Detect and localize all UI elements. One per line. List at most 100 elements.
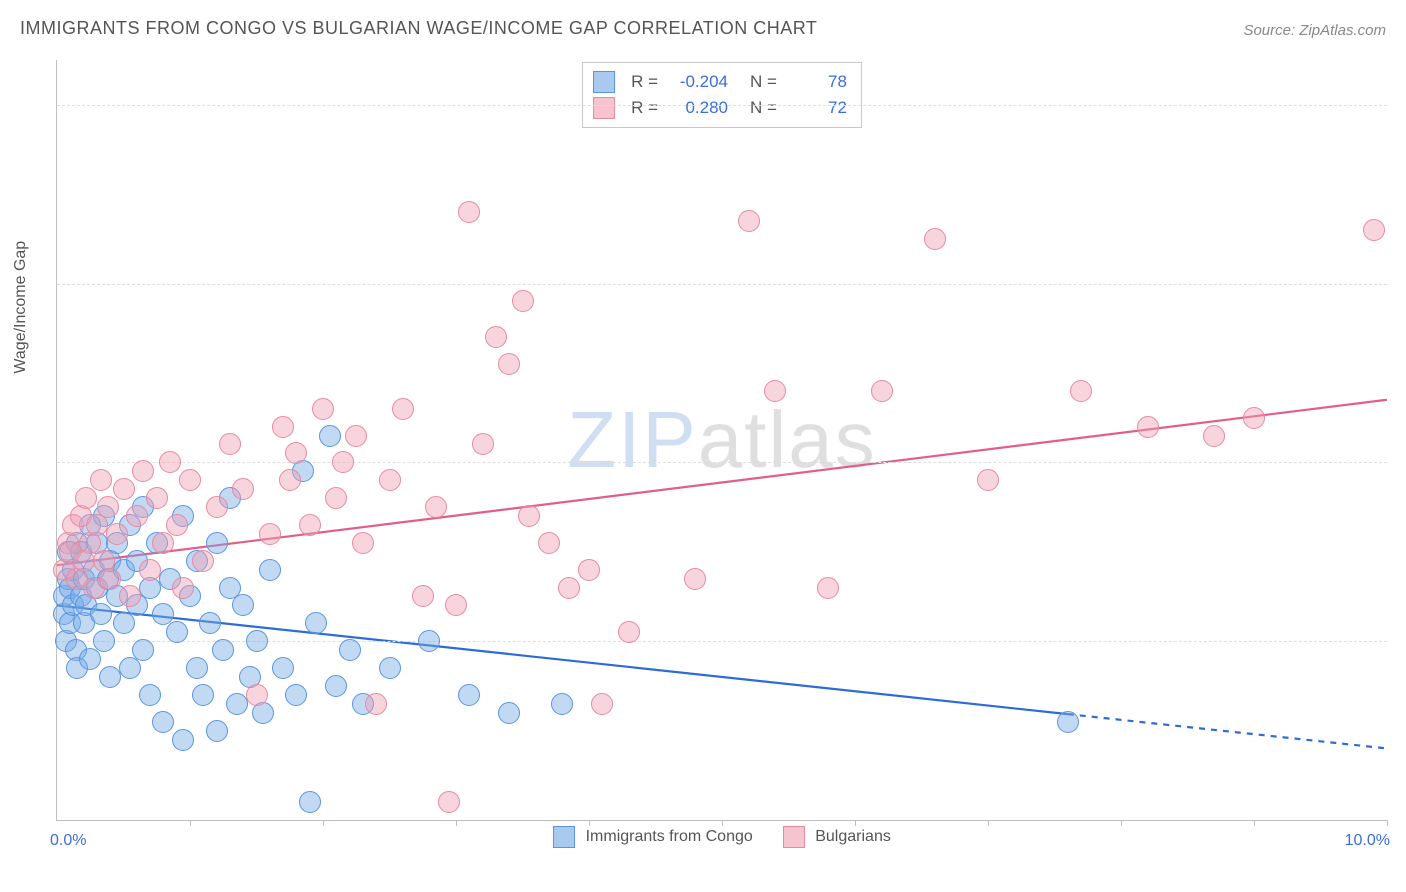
data-point [485,326,507,348]
trend-line [57,400,1387,565]
legend-row-series1: R = -0.204 N = 78 [593,69,847,95]
data-point [458,684,480,706]
data-point [246,630,268,652]
plot-area: ZIPatlas R = -0.204 N = 78 R = 0.280 N =… [56,60,1387,821]
data-point [93,630,115,652]
trend-line-extrapolated [1068,714,1387,748]
data-point [206,720,228,742]
data-point [299,791,321,813]
legend-item-series1: Immigrants from Congo [553,826,753,848]
legend-label-series1: Immigrants from Congo [586,828,753,845]
data-point [578,559,600,581]
data-point [113,612,135,634]
r-label: R = [631,98,658,118]
data-point [325,487,347,509]
n-value-series2: 72 [787,98,847,118]
data-point [97,496,119,518]
n-label: N = [750,98,777,118]
swatch-series2 [593,97,615,119]
data-point [152,532,174,554]
data-point [132,639,154,661]
data-point [618,621,640,643]
x-axis-origin-label: 0.0% [50,832,86,850]
correlation-legend: R = -0.204 N = 78 R = 0.280 N = 72 [582,62,862,128]
data-point [272,416,294,438]
data-point [352,532,374,554]
legend-item-series2: Bulgarians [783,826,891,848]
data-point [232,594,254,616]
x-tick [988,820,989,826]
data-point [219,433,241,455]
data-point [139,559,161,581]
data-point [379,657,401,679]
data-point [272,657,294,679]
data-point [259,523,281,545]
swatch-series2-bottom [783,826,805,848]
data-point [365,693,387,715]
data-point [764,380,786,402]
data-point [113,478,135,500]
data-point [1203,425,1225,447]
y-tick-label: 40.0% [1397,453,1406,471]
data-point [558,577,580,599]
data-point [152,711,174,733]
data-point [425,496,447,518]
data-point [99,666,121,688]
data-point [259,559,281,581]
data-point [199,612,221,634]
data-point [518,505,540,527]
data-point [472,433,494,455]
data-point [119,585,141,607]
x-tick [1254,820,1255,826]
data-point [498,702,520,724]
r-value-series1: -0.204 [668,72,728,92]
r-label: R = [631,72,658,92]
data-point [392,398,414,420]
data-point [312,398,334,420]
data-point [172,729,194,751]
data-point [90,603,112,625]
legend-row-series2: R = 0.280 N = 72 [593,95,847,121]
data-point [1363,219,1385,241]
y-tick-label: 60.0% [1397,275,1406,293]
data-point [132,460,154,482]
chart-title: IMMIGRANTS FROM CONGO VS BULGARIAN WAGE/… [20,18,817,39]
data-point [285,684,307,706]
data-point [684,568,706,590]
gridline [57,105,1387,106]
data-point [139,684,161,706]
data-point [1137,416,1159,438]
swatch-series1-bottom [553,826,575,848]
data-point [738,210,760,232]
data-point [438,791,460,813]
x-tick [589,820,590,826]
data-point [551,693,573,715]
gridline [57,284,1387,285]
data-point [498,353,520,375]
data-point [79,648,101,670]
data-point [305,612,327,634]
y-axis-title: Wage/Income Gap [12,241,30,374]
n-value-series1: 78 [787,72,847,92]
x-tick [722,820,723,826]
data-point [817,577,839,599]
data-point [332,451,354,473]
data-point [325,675,347,697]
data-point [445,594,467,616]
data-point [172,577,194,599]
data-point [538,532,560,554]
x-axis-end-label: 10.0% [1345,832,1390,850]
data-point [1057,711,1079,733]
data-point [126,505,148,527]
data-point [458,201,480,223]
data-point [319,425,341,447]
gridline [57,462,1387,463]
x-tick [190,820,191,826]
data-point [206,496,228,518]
data-point [226,693,248,715]
data-point [279,469,301,491]
data-point [339,639,361,661]
data-point [159,451,181,473]
x-tick [1387,820,1388,826]
data-point [212,639,234,661]
